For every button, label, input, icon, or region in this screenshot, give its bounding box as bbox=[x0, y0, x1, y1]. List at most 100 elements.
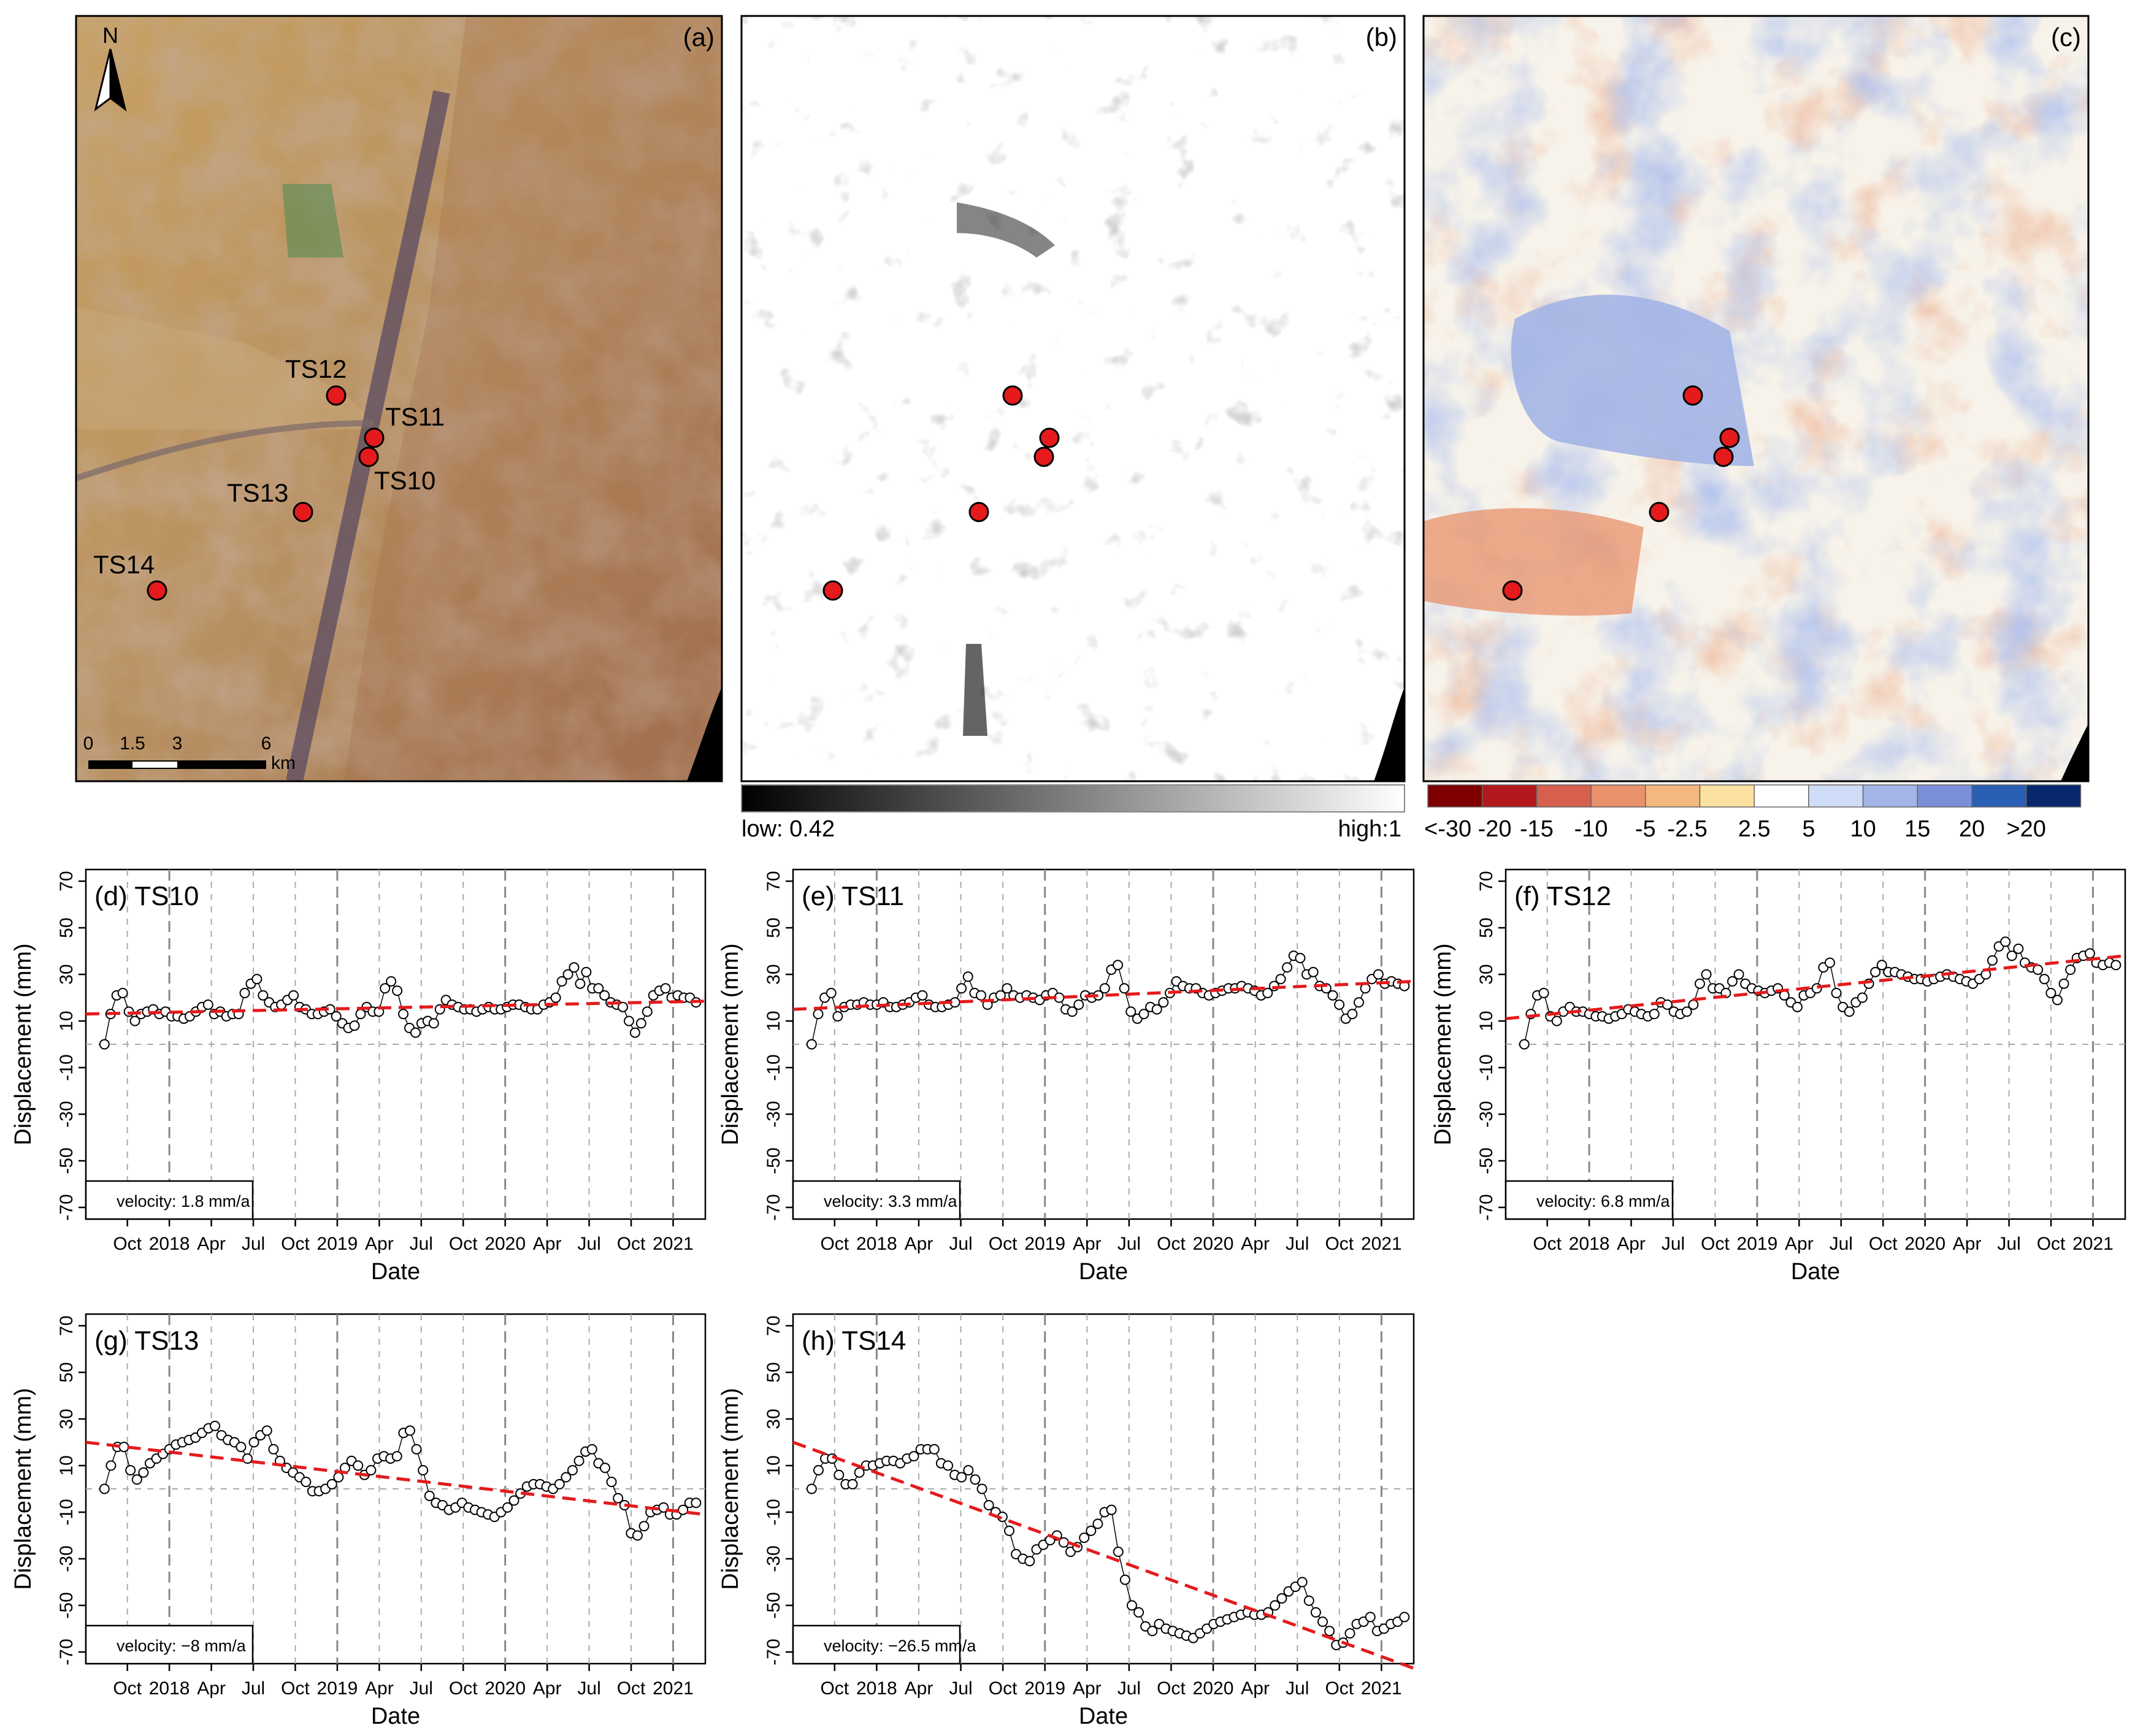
y-tick-label: 70 bbox=[56, 871, 77, 891]
data-point bbox=[956, 983, 967, 994]
data-point bbox=[248, 1437, 259, 1448]
x-tick-label: Jul bbox=[1117, 1234, 1141, 1254]
data-point bbox=[428, 1018, 439, 1029]
data-point bbox=[970, 1474, 981, 1485]
point-label-ts14: TS14 bbox=[93, 550, 155, 579]
y-tick-label: -50 bbox=[1476, 1147, 1497, 1174]
data-point bbox=[569, 962, 580, 973]
data-point bbox=[806, 1483, 817, 1494]
marker-b-ts11 bbox=[1039, 427, 1060, 448]
data-point bbox=[1649, 1009, 1660, 1020]
x-tick-label: Apr bbox=[1617, 1234, 1646, 1254]
x-tick-label: Apr bbox=[1241, 1234, 1270, 1254]
x-tick-label: 2021 bbox=[653, 1678, 694, 1699]
y-tick-label: -30 bbox=[56, 1545, 77, 1572]
y-tick-label: -30 bbox=[764, 1545, 784, 1572]
y-tick-label: 50 bbox=[764, 917, 784, 938]
data-point bbox=[1551, 1015, 1562, 1027]
x-tick-label: Jul bbox=[242, 1234, 265, 1254]
velocity-class-swatch bbox=[1917, 784, 1972, 808]
marker-ts14 bbox=[147, 580, 167, 601]
data-point bbox=[550, 992, 561, 1003]
x-tick-label: Jul bbox=[1997, 1234, 2020, 1254]
x-tick-label: Jul bbox=[1286, 1678, 1309, 1699]
data-point bbox=[1303, 1595, 1314, 1606]
data-point bbox=[613, 1493, 624, 1504]
y-tick-label: 50 bbox=[1476, 917, 1497, 938]
velocity-legend-label: 15 bbox=[1904, 816, 1930, 842]
x-axis-label: Date bbox=[1079, 1259, 1128, 1285]
data-point bbox=[1002, 983, 1013, 994]
x-tick-label: Oct bbox=[449, 1234, 478, 1254]
data-point bbox=[2039, 974, 2050, 985]
velocity-box bbox=[792, 1180, 961, 1220]
x-tick-label: Oct bbox=[281, 1234, 310, 1254]
data-point bbox=[642, 1006, 653, 1017]
data-point bbox=[386, 976, 397, 987]
data-point bbox=[1365, 1612, 1376, 1623]
coherence-high-label: high:1 bbox=[1338, 816, 1401, 842]
data-point bbox=[1681, 1006, 1692, 1017]
coherence-low-label: low: 0.42 bbox=[742, 816, 835, 842]
data-point bbox=[209, 1420, 220, 1431]
data-point bbox=[1158, 997, 1169, 1008]
data-point bbox=[105, 1460, 117, 1471]
velocity-legend-label: -2.5 bbox=[1667, 816, 1707, 842]
data-point bbox=[333, 1472, 344, 1483]
data-point bbox=[1344, 1628, 1355, 1639]
north-arrow-icon: N bbox=[94, 23, 127, 112]
velocity-class-swatch bbox=[1481, 784, 1538, 808]
data-point bbox=[1324, 1626, 1335, 1637]
marker-ts11 bbox=[364, 427, 385, 448]
point-markers-a: TS12 TS11 TS10 TS13 TS14 bbox=[93, 354, 445, 601]
marker-c-ts14 bbox=[1502, 580, 1523, 601]
x-tick-label: Oct bbox=[281, 1678, 310, 1699]
data-point bbox=[567, 1465, 578, 1476]
data-point bbox=[424, 1490, 435, 1501]
y-tick-label: 10 bbox=[1476, 1011, 1497, 1031]
y-tick-label: 70 bbox=[56, 1315, 77, 1336]
x-tick-label: Jul bbox=[1286, 1234, 1309, 1254]
data-point bbox=[2110, 960, 2122, 971]
data-point bbox=[125, 1465, 136, 1476]
y-tick-label: -10 bbox=[764, 1499, 784, 1525]
data-point bbox=[1857, 992, 1868, 1003]
marker-ts12 bbox=[326, 385, 347, 406]
data-point bbox=[331, 1011, 342, 1022]
marker-b-ts10 bbox=[1033, 446, 1054, 467]
data-point bbox=[261, 1425, 272, 1436]
point-label-ts13: TS13 bbox=[227, 478, 288, 507]
data-point bbox=[1792, 1001, 1803, 1012]
data-point bbox=[629, 1027, 640, 1038]
velocity-class-swatch bbox=[2025, 784, 2082, 808]
velocity-class-swatch bbox=[1645, 784, 1701, 808]
y-tick-label: 30 bbox=[56, 1409, 77, 1429]
data-point bbox=[1399, 1612, 1410, 1623]
data-point bbox=[847, 1478, 858, 1489]
data-point bbox=[1310, 1607, 1321, 1618]
data-point bbox=[258, 990, 269, 1001]
data-point bbox=[1079, 1532, 1090, 1543]
scale-tick-0: 0 bbox=[83, 733, 94, 754]
panel-a: (a) N 0 1.5 3 6 km TS12 TS11 TS10 TS1 bbox=[75, 15, 723, 782]
y-tick-label: 70 bbox=[764, 1315, 784, 1336]
data-point bbox=[2033, 964, 2044, 975]
chart-title: (g) TS13 bbox=[94, 1326, 199, 1356]
data-point bbox=[202, 999, 213, 1010]
point-label-ts11: TS11 bbox=[385, 402, 445, 431]
x-tick-label: Oct bbox=[1325, 1234, 1354, 1254]
data-point bbox=[962, 971, 973, 982]
x-tick-label: 2020 bbox=[485, 1234, 526, 1254]
data-point bbox=[635, 1018, 646, 1029]
velocity-label: velocity: −8 mm/a bbox=[117, 1637, 247, 1655]
x-tick-label: Jul bbox=[1830, 1234, 1853, 1254]
data-point bbox=[556, 976, 567, 987]
data-point bbox=[508, 1495, 519, 1506]
x-tick-label: 2021 bbox=[2072, 1234, 2114, 1254]
data-point bbox=[573, 1455, 585, 1466]
velocity-box bbox=[1504, 1180, 1674, 1220]
data-point bbox=[813, 1009, 824, 1020]
data-point bbox=[1126, 1600, 1137, 1611]
x-axis-label: Date bbox=[371, 1703, 420, 1729]
data-point bbox=[593, 983, 604, 994]
